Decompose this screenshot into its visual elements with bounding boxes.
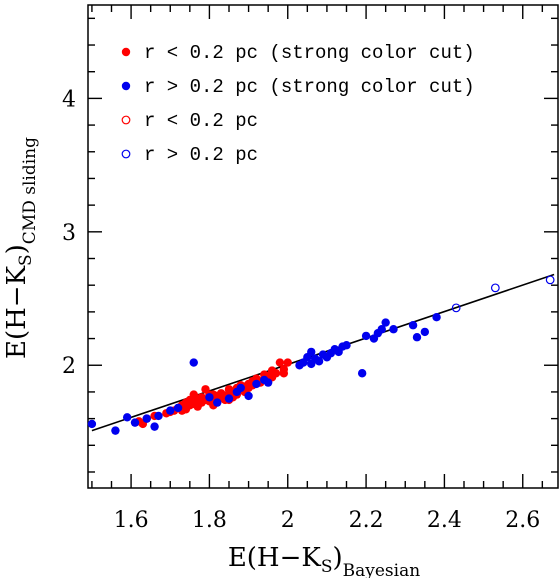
legend-label: r > 0.2 pc (strong color cut) xyxy=(144,76,475,98)
data-point-series-4 xyxy=(490,283,500,293)
x-tick-label: 2.2 xyxy=(349,508,384,533)
data-point-series-2 xyxy=(111,426,120,435)
data-point-series-2 xyxy=(314,357,324,366)
y-axis-label-main: E(H−K xyxy=(2,265,32,359)
data-point-series-2 xyxy=(166,406,175,415)
legend: r < 0.2 pc (strong color cut) r > 0.2 pc … xyxy=(121,42,475,166)
data-point-series-2 xyxy=(213,398,222,407)
x-tick-label: 2.4 xyxy=(427,508,462,533)
data-point-series-2 xyxy=(381,318,390,327)
legend-marker xyxy=(121,149,131,159)
data-point-series-2 xyxy=(389,325,398,334)
data-point-series-2 xyxy=(252,379,261,389)
data-point-series-4 xyxy=(545,275,555,285)
data-point-series-2 xyxy=(205,393,214,402)
data-point-series-2 xyxy=(224,394,234,403)
data-point-series-1 xyxy=(189,390,198,399)
data-point-series-4 xyxy=(451,303,461,313)
legend-marker xyxy=(121,115,131,125)
data-point-series-2 xyxy=(263,378,273,387)
data-point-series-1 xyxy=(201,385,210,394)
y-tick-label: 4 xyxy=(62,87,76,112)
x-tick-label: 2.6 xyxy=(505,508,540,533)
data-point-series-1 xyxy=(275,358,285,367)
legend-label: r < 0.2 pc xyxy=(144,110,258,132)
data-point-series-2 xyxy=(408,321,418,330)
data-point-series-2 xyxy=(412,333,422,342)
data-point-series-2 xyxy=(173,403,183,413)
data-point-series-2 xyxy=(377,325,386,334)
data-point-series-2 xyxy=(150,422,159,431)
data-point-series-2 xyxy=(432,313,441,322)
x-axis-label-sub1: S xyxy=(321,557,333,577)
data-point-series-2 xyxy=(122,413,132,422)
data-point-series-2 xyxy=(142,414,151,423)
data-point-series-2 xyxy=(154,411,163,421)
x-axis-label-main: E(H−K xyxy=(228,543,322,573)
x-tick-label: 2 xyxy=(281,508,295,533)
legend-label: r > 0.2 pc xyxy=(144,144,258,166)
x-axis-label-sub2: Bayesian xyxy=(343,561,421,578)
data-point-series-2 xyxy=(189,358,198,367)
x-axis-label: E(H−KS)Bayesian xyxy=(228,543,420,578)
legend-label: r < 0.2 pc (strong color cut) xyxy=(144,42,475,64)
data-point-series-2 xyxy=(361,331,371,341)
data-point-series-2 xyxy=(244,391,253,401)
data-point-series-2 xyxy=(87,419,97,429)
y-axis-label-sub2: CMD sliding xyxy=(20,137,40,244)
data-point-series-2 xyxy=(236,383,245,393)
legend-marker xyxy=(121,81,131,91)
x-tick-label: 1.8 xyxy=(192,508,227,533)
y-axis-label-paren: ) xyxy=(2,244,32,254)
data-point-series-2 xyxy=(420,327,430,337)
legend-marker xyxy=(121,47,131,57)
x-tick-label: 1.6 xyxy=(114,508,149,533)
y-tick-label: 3 xyxy=(62,221,76,246)
axis-tick-labels: 1.6 1.8 2 2.2 2.4 2.6 2 3 4 xyxy=(62,87,540,533)
data-points xyxy=(87,275,555,435)
data-point-series-2 xyxy=(342,341,351,350)
axis-ticks xyxy=(88,5,558,488)
y-axis-label-sub1: S xyxy=(16,254,36,266)
data-point-series-1 xyxy=(279,369,289,378)
data-point-series-2 xyxy=(307,347,316,357)
data-point-series-2 xyxy=(357,369,367,378)
data-point-series-1 xyxy=(267,366,277,375)
plot-frame xyxy=(87,4,559,489)
data-point-series-1 xyxy=(283,358,292,367)
y-tick-label: 2 xyxy=(62,354,76,379)
data-point-series-2 xyxy=(130,418,140,427)
y-axis-label: E(H−KS)CMD sliding xyxy=(2,137,40,359)
x-axis-label-paren: ) xyxy=(332,543,342,573)
